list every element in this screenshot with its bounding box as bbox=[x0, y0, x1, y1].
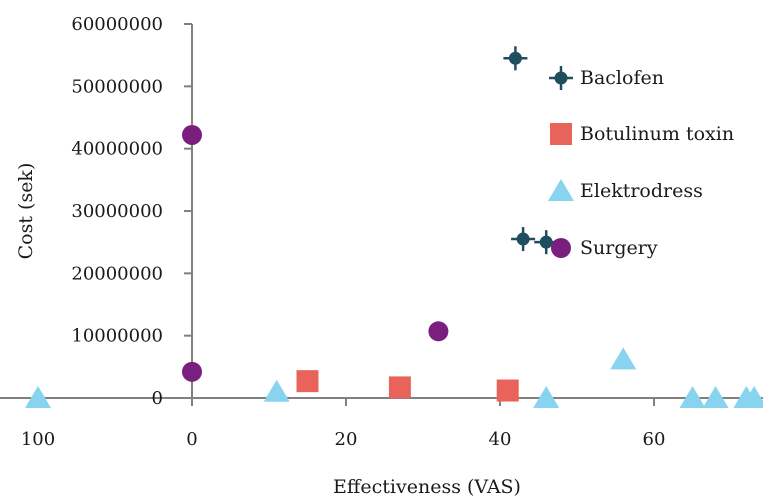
y-tick-label: 50000000 bbox=[71, 76, 163, 97]
y-axis-title: Cost (sek) bbox=[15, 163, 37, 260]
legend-label: Baclofen bbox=[580, 67, 664, 89]
data-point bbox=[511, 227, 536, 252]
data-point bbox=[679, 386, 706, 408]
data-point bbox=[25, 386, 51, 408]
data-point bbox=[428, 321, 449, 342]
data-point bbox=[533, 386, 560, 408]
data-point bbox=[496, 379, 519, 402]
data-point bbox=[388, 376, 411, 399]
y-tick-label: 10000000 bbox=[71, 326, 163, 347]
legend-marker bbox=[548, 179, 574, 201]
legend-marker bbox=[549, 66, 573, 90]
legend-label: Elektrodress bbox=[580, 180, 703, 202]
legend-entry: Botulinum toxin bbox=[550, 123, 734, 145]
x-tick-label: 0 bbox=[186, 429, 197, 450]
data-point bbox=[503, 46, 528, 71]
legend-entry: Baclofen bbox=[549, 66, 664, 90]
data-point bbox=[702, 386, 729, 408]
x-axis-title: Effectiveness (VAS) bbox=[333, 476, 521, 498]
data-point bbox=[182, 124, 202, 145]
data-point bbox=[296, 370, 319, 393]
legend-entry: Surgery bbox=[551, 237, 658, 259]
data-point bbox=[263, 379, 290, 402]
x-tick-label: 20 bbox=[335, 429, 358, 450]
y-tick-label: 30000000 bbox=[71, 201, 163, 222]
y-tick-label: 0 bbox=[152, 388, 163, 409]
legend-label: Botulinum toxin bbox=[580, 123, 734, 145]
y-tick-label: 40000000 bbox=[71, 139, 163, 160]
y-tick-label: 60000000 bbox=[71, 14, 163, 35]
legend: Baclofen Botulinum toxin Elektrodress Surge… bbox=[548, 66, 734, 259]
y-tick-label: 20000000 bbox=[71, 263, 163, 284]
data-point bbox=[610, 347, 637, 370]
x-tick-label: 100 bbox=[21, 429, 55, 450]
legend-marker bbox=[550, 123, 572, 145]
data-points bbox=[25, 46, 763, 408]
legend-marker bbox=[551, 238, 571, 258]
legend-entry: Elektrodress bbox=[548, 179, 703, 202]
tick-labels: 0 10000000 20000000 30000000 40000000 5000000… bbox=[21, 14, 666, 450]
data-point bbox=[182, 361, 202, 382]
x-tick-label: 40 bbox=[489, 429, 512, 450]
legend-label: Surgery bbox=[580, 237, 658, 259]
data-point bbox=[741, 386, 763, 408]
data-point bbox=[534, 230, 559, 255]
x-tick-label: 60 bbox=[643, 429, 666, 450]
